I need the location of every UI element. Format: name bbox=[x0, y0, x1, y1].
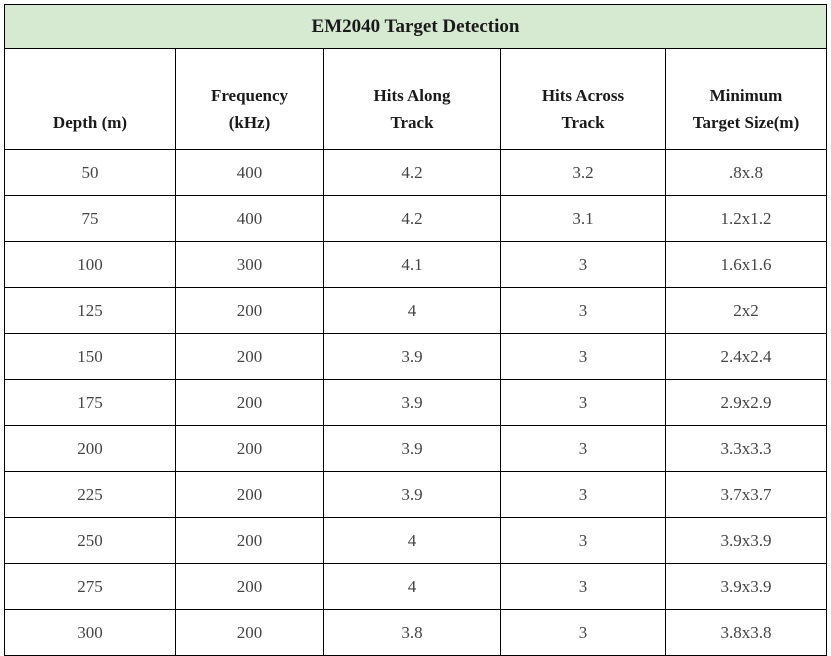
cell-hits-along: 3.9 bbox=[323, 333, 501, 380]
header-frequency-line2: (kHz) bbox=[228, 113, 271, 132]
cell-min-target-size: 3.7x3.7 bbox=[665, 471, 827, 518]
cell-frequency: 200 bbox=[175, 287, 324, 334]
table-row: 225 200 3.9 3 3.7x3.7 bbox=[4, 471, 827, 518]
cell-depth: 200 bbox=[4, 425, 176, 472]
cell-hits-along: 3.9 bbox=[323, 379, 501, 426]
table-row: 125 200 4 3 2x2 bbox=[4, 287, 827, 334]
cell-hits-along: 3.8 bbox=[323, 609, 501, 656]
cell-depth: 125 bbox=[4, 287, 176, 334]
cell-depth: 275 bbox=[4, 563, 176, 610]
header-frequency: Frequency (kHz) bbox=[175, 48, 324, 150]
header-row: Depth (m) Frequency (kHz) Hits Along Tra… bbox=[4, 48, 827, 150]
cell-hits-along: 3.9 bbox=[323, 471, 501, 518]
cell-hits-along: 4 bbox=[323, 287, 501, 334]
cell-frequency: 200 bbox=[175, 471, 324, 518]
cell-hits-across: 3 bbox=[500, 379, 666, 426]
cell-depth: 150 bbox=[4, 333, 176, 380]
cell-hits-along: 4.2 bbox=[323, 149, 501, 196]
header-min-target-size: Minimum Target Size(m) bbox=[665, 48, 827, 150]
table-row: 50 400 4.2 3.2 .8x.8 bbox=[4, 149, 827, 196]
cell-min-target-size: 3.9x3.9 bbox=[665, 517, 827, 564]
cell-depth: 100 bbox=[4, 241, 176, 288]
cell-min-target-size: .8x.8 bbox=[665, 149, 827, 196]
cell-min-target-size: 1.6x1.6 bbox=[665, 241, 827, 288]
cell-depth: 50 bbox=[4, 149, 176, 196]
target-detection-table: EM2040 Target Detection Depth (m) Freque… bbox=[4, 4, 827, 656]
header-hits-along-line2: Track bbox=[390, 113, 434, 132]
cell-min-target-size: 2.4x2.4 bbox=[665, 333, 827, 380]
cell-min-target-size: 2.9x2.9 bbox=[665, 379, 827, 426]
table-row: 150 200 3.9 3 2.4x2.4 bbox=[4, 333, 827, 380]
cell-hits-along: 4 bbox=[323, 563, 501, 610]
title-row: EM2040 Target Detection bbox=[4, 4, 827, 49]
cell-frequency: 400 bbox=[175, 195, 324, 242]
header-min-target-size-line1: Minimum bbox=[709, 86, 783, 105]
cell-frequency: 400 bbox=[175, 149, 324, 196]
cell-depth: 225 bbox=[4, 471, 176, 518]
cell-frequency: 200 bbox=[175, 425, 324, 472]
table-row: 275 200 4 3 3.9x3.9 bbox=[4, 563, 827, 610]
cell-min-target-size: 3.8x3.8 bbox=[665, 609, 827, 656]
cell-hits-along: 3.9 bbox=[323, 425, 501, 472]
table-row: 200 200 3.9 3 3.3x3.3 bbox=[4, 425, 827, 472]
cell-hits-across: 3 bbox=[500, 563, 666, 610]
table-title: EM2040 Target Detection bbox=[4, 4, 827, 49]
cell-frequency: 200 bbox=[175, 517, 324, 564]
cell-min-target-size: 3.3x3.3 bbox=[665, 425, 827, 472]
cell-hits-across: 3.2 bbox=[500, 149, 666, 196]
header-frequency-line1: Frequency bbox=[210, 86, 289, 105]
table-row: 75 400 4.2 3.1 1.2x1.2 bbox=[4, 195, 827, 242]
cell-hits-across: 3 bbox=[500, 287, 666, 334]
header-depth: Depth (m) bbox=[4, 48, 176, 150]
cell-hits-across: 3 bbox=[500, 609, 666, 656]
cell-hits-along: 4.1 bbox=[323, 241, 501, 288]
cell-hits-along: 4.2 bbox=[323, 195, 501, 242]
header-hits-across-line1: Hits Across bbox=[541, 86, 625, 105]
header-depth-line2: Depth (m) bbox=[52, 113, 128, 132]
table-row: 300 200 3.8 3 3.8x3.8 bbox=[4, 609, 827, 656]
cell-hits-across: 3 bbox=[500, 471, 666, 518]
cell-frequency: 200 bbox=[175, 563, 324, 610]
cell-hits-across: 3 bbox=[500, 425, 666, 472]
cell-hits-across: 3 bbox=[500, 241, 666, 288]
header-hits-along: Hits Along Track bbox=[323, 48, 501, 150]
cell-min-target-size: 3.9x3.9 bbox=[665, 563, 827, 610]
cell-frequency: 200 bbox=[175, 379, 324, 426]
header-hits-across: Hits Across Track bbox=[500, 48, 666, 150]
cell-frequency: 200 bbox=[175, 609, 324, 656]
cell-min-target-size: 2x2 bbox=[665, 287, 827, 334]
cell-depth: 75 bbox=[4, 195, 176, 242]
cell-frequency: 300 bbox=[175, 241, 324, 288]
header-min-target-size-line2: Target Size(m) bbox=[692, 113, 800, 132]
table-container: EM2040 Target Detection Depth (m) Freque… bbox=[4, 4, 827, 656]
table-row: 175 200 3.9 3 2.9x2.9 bbox=[4, 379, 827, 426]
cell-hits-across: 3 bbox=[500, 517, 666, 564]
header-hits-across-line2: Track bbox=[561, 113, 605, 132]
table-row: 250 200 4 3 3.9x3.9 bbox=[4, 517, 827, 564]
cell-hits-along: 4 bbox=[323, 517, 501, 564]
cell-hits-across: 3 bbox=[500, 333, 666, 380]
table-row: 100 300 4.1 3 1.6x1.6 bbox=[4, 241, 827, 288]
cell-min-target-size: 1.2x1.2 bbox=[665, 195, 827, 242]
cell-frequency: 200 bbox=[175, 333, 324, 380]
cell-hits-across: 3.1 bbox=[500, 195, 666, 242]
header-hits-along-line1: Hits Along bbox=[373, 86, 451, 105]
cell-depth: 175 bbox=[4, 379, 176, 426]
cell-depth: 250 bbox=[4, 517, 176, 564]
cell-depth: 300 bbox=[4, 609, 176, 656]
